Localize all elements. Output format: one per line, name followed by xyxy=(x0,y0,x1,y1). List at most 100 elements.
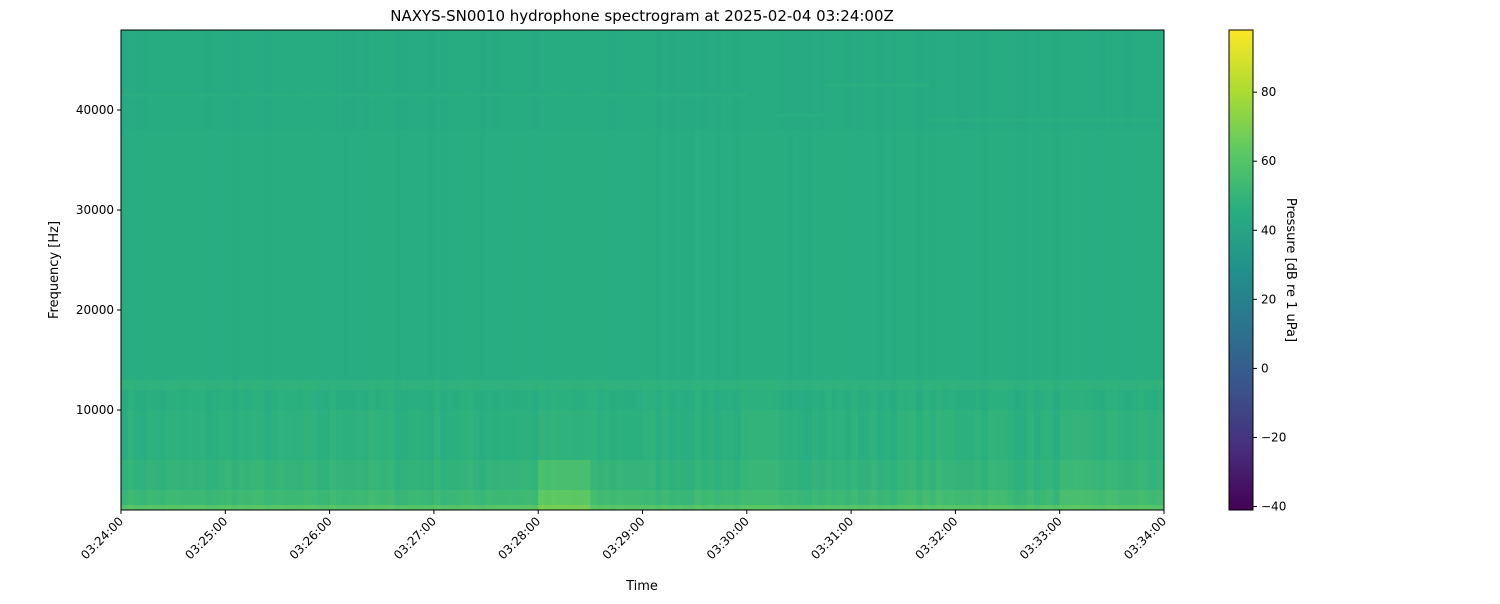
heatmap-cell xyxy=(929,380,937,390)
heatmap-cell xyxy=(1066,380,1074,390)
heatmap-cell xyxy=(427,460,435,490)
heatmap-cell xyxy=(1111,505,1119,510)
heatmap-cell xyxy=(622,460,630,490)
heatmap-cell xyxy=(179,390,187,410)
heatmap-cell xyxy=(414,380,422,390)
heatmap-cell xyxy=(811,460,819,490)
heatmap-cell xyxy=(844,505,852,510)
heatmap-cell xyxy=(459,410,467,460)
heatmap-cell xyxy=(512,130,520,380)
heatmap-cell xyxy=(407,30,415,130)
heatmap-cell xyxy=(759,505,767,510)
heatmap-cell xyxy=(1092,490,1100,505)
heatmap-cell xyxy=(342,390,350,410)
heatmap-cell xyxy=(407,390,415,410)
heatmap-cell xyxy=(486,505,493,510)
heatmap-cell xyxy=(277,460,285,490)
heatmap-cell xyxy=(459,505,467,510)
heatmap-cell xyxy=(1079,380,1087,390)
heatmap-cell xyxy=(1053,505,1061,510)
heatmap-cell xyxy=(362,490,370,505)
heatmap-cell xyxy=(1079,390,1087,410)
heatmap-cell xyxy=(603,390,611,410)
heatmap-cell xyxy=(987,490,995,505)
heatmap-cell xyxy=(746,390,754,410)
heatmap-cell xyxy=(290,410,298,460)
heatmap-cell xyxy=(466,380,474,390)
heatmap-cell xyxy=(166,130,174,380)
heatmap-cell xyxy=(492,460,500,490)
heatmap-cell xyxy=(323,380,330,390)
heatmap-cell xyxy=(883,490,891,505)
heatmap-cell xyxy=(772,490,780,505)
heatmap-cell xyxy=(681,130,689,380)
heatmap-cell xyxy=(362,505,370,510)
heatmap-cell xyxy=(766,460,774,490)
heatmap-cell xyxy=(264,130,272,380)
heatmap-cell xyxy=(505,130,513,380)
heatmap-cell xyxy=(1118,490,1126,505)
heatmap-cell xyxy=(486,390,493,410)
y-axis-label: Frequency [Hz] xyxy=(47,221,62,319)
heatmap-cell xyxy=(127,390,135,410)
heatmap-cell xyxy=(277,410,285,460)
heatmap-cell xyxy=(590,130,598,380)
heatmap-cell xyxy=(681,30,689,130)
heatmap-cell xyxy=(147,505,154,510)
heatmap-cell xyxy=(446,130,454,380)
heatmap-cell xyxy=(1014,490,1021,505)
heatmap-cell xyxy=(349,460,357,490)
heatmap-cell xyxy=(590,460,598,490)
heatmap-cell xyxy=(968,30,976,130)
heatmap-cell xyxy=(1085,410,1093,460)
heatmap-cell xyxy=(199,460,207,490)
heatmap-cell xyxy=(459,490,467,505)
heatmap-cell xyxy=(922,380,930,390)
heatmap-cell xyxy=(297,380,304,390)
heatmap-cell xyxy=(733,410,741,460)
heatmap-cell xyxy=(1105,390,1113,410)
heatmap-cell xyxy=(668,30,676,130)
heatmap-cell xyxy=(134,490,141,505)
heatmap-cell xyxy=(609,460,617,490)
heatmap-cell xyxy=(538,390,546,410)
heatmap-cell xyxy=(1079,460,1087,490)
heatmap-cell xyxy=(381,130,389,380)
heatmap-cell xyxy=(1092,130,1100,380)
heatmap-cell xyxy=(166,490,174,505)
heatmap-cell xyxy=(551,490,559,505)
heatmap-cell xyxy=(342,130,350,380)
heatmap-cell xyxy=(512,390,520,410)
heatmap-cell xyxy=(394,505,402,510)
heatmap-cell xyxy=(140,30,148,130)
heatmap-cell xyxy=(336,410,344,460)
heatmap-cell xyxy=(479,490,487,505)
heatmap-cell xyxy=(303,505,311,510)
heatmap-cell xyxy=(186,490,194,505)
heatmap-cell xyxy=(668,460,676,490)
heatmap-cell xyxy=(551,30,559,130)
heatmap-cell xyxy=(955,390,963,410)
heatmap-cell xyxy=(1105,130,1113,380)
heatmap-cell xyxy=(961,390,969,410)
heatmap-cell xyxy=(935,390,943,410)
heatmap-cell xyxy=(1118,380,1126,390)
heatmap-cell xyxy=(974,460,982,490)
heatmap-cell xyxy=(720,505,728,510)
heatmap-cell xyxy=(225,130,233,380)
heatmap-cell xyxy=(583,130,591,380)
heatmap-cell xyxy=(401,410,409,460)
heatmap-cell xyxy=(818,380,826,390)
heatmap-cell xyxy=(1157,460,1165,490)
heatmap-cell xyxy=(518,410,526,460)
x-tick-label: 03:28:00 xyxy=(495,514,543,562)
heatmap-cell xyxy=(759,380,767,390)
heatmap-cell xyxy=(153,30,161,130)
heatmap-cell xyxy=(629,505,637,510)
heatmap-cell xyxy=(394,380,402,390)
heatmap-cell xyxy=(368,130,376,380)
heatmap-cell xyxy=(662,130,669,380)
heatmap-cell xyxy=(838,130,845,380)
heatmap-cell xyxy=(231,30,239,130)
